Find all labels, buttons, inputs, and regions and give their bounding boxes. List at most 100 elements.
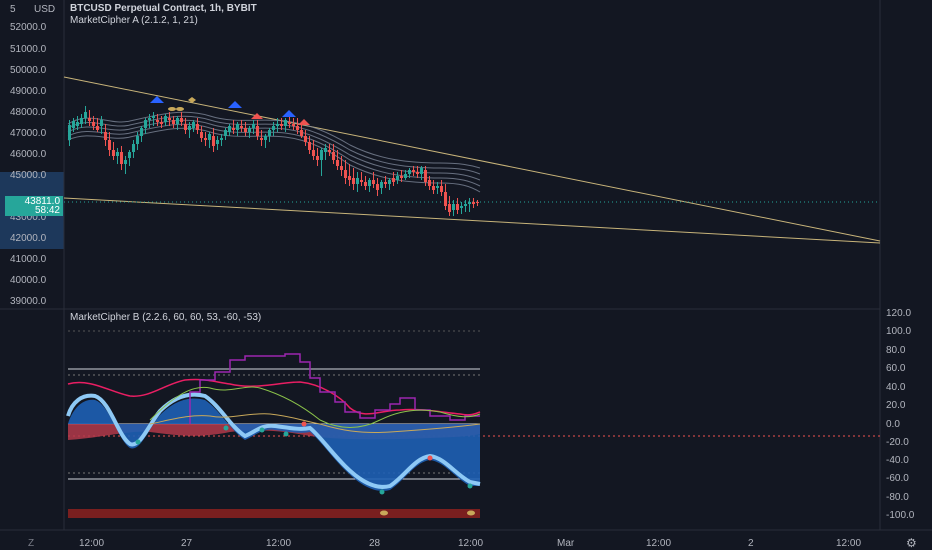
candle-body	[164, 116, 167, 122]
signal-dot	[379, 489, 385, 495]
candle-body	[340, 166, 343, 170]
price-tick: 42000.0	[10, 233, 47, 244]
candle-body	[120, 152, 123, 164]
candle-body	[252, 124, 255, 128]
oscillator-pane	[66, 330, 880, 518]
candle-body	[360, 180, 363, 182]
candle-body	[296, 126, 299, 130]
oscillator-tick: -20.0	[886, 437, 909, 448]
candle-body	[372, 180, 375, 184]
candle-body	[156, 120, 159, 122]
candle-body	[152, 116, 155, 118]
candle-body	[380, 182, 383, 188]
time-tick: 28	[369, 538, 381, 549]
gold-dot-marker	[467, 510, 475, 516]
candle-body	[420, 168, 423, 174]
candle-body	[336, 160, 339, 166]
candle-body	[192, 122, 195, 128]
candle-body	[184, 124, 187, 130]
gear-icon[interactable]: ⚙	[906, 536, 917, 550]
candle-body	[236, 124, 239, 130]
yellow-line	[149, 413, 481, 433]
time-tick: 12:00	[266, 538, 292, 549]
oscillator-tick: 100.0	[886, 326, 912, 337]
candle-body	[200, 132, 203, 138]
candle-body	[216, 140, 219, 144]
candle-body	[264, 136, 267, 140]
signal-dot	[467, 483, 473, 489]
blue-triangle-marker	[228, 101, 242, 108]
wave-blue-area	[68, 398, 480, 491]
candle-body	[280, 124, 283, 126]
logo-icon[interactable]: Z	[28, 538, 35, 549]
red-arrow-marker	[298, 119, 310, 125]
candle-body	[328, 150, 331, 152]
candle-body	[244, 128, 247, 132]
candle-body	[136, 136, 139, 144]
candle-body	[356, 178, 359, 184]
time-tick: 12:00	[458, 538, 484, 549]
oscillator-tick: -100.0	[886, 510, 915, 521]
candle-body	[352, 178, 355, 184]
candle-body	[428, 180, 431, 186]
candle-body	[176, 118, 179, 124]
indicator-a-title[interactable]: MarketCipher A (2.1.2, 1, 21)	[70, 15, 198, 26]
candle-body	[444, 192, 447, 206]
candle-body	[220, 138, 223, 140]
indicator-b-title[interactable]: MarketCipher B (2.2.6, 60, 60, 53, -60, …	[70, 312, 262, 323]
candle-body	[388, 180, 391, 184]
oscillator-tick: 20.0	[886, 400, 906, 411]
candle-body	[160, 122, 163, 124]
candle-body	[104, 132, 107, 140]
candle-body	[312, 150, 315, 156]
candle-body	[344, 170, 347, 178]
countdown: 58:42	[34, 205, 60, 216]
candle-body	[416, 172, 419, 174]
signal-dot	[301, 421, 307, 427]
oscillator-tick: -60.0	[886, 473, 909, 484]
candle-body	[304, 136, 307, 142]
price-tick: 45000.0	[10, 170, 47, 181]
oscillator-tick: 0.0	[886, 419, 900, 430]
candle-body	[224, 130, 227, 136]
lower-trendline	[63, 197, 881, 244]
candle-body	[148, 118, 151, 120]
candle-body	[232, 128, 235, 130]
price-tick: 50000.0	[10, 65, 47, 76]
symbol-title[interactable]: BTCUSD Perpetual Contract, 1h, BYBIT	[70, 3, 257, 14]
time-tick: 12:00	[836, 538, 862, 549]
price-tick: 52000.0	[10, 22, 47, 33]
candle-body	[476, 202, 479, 203]
candle-body	[464, 204, 467, 206]
candle-body	[132, 144, 135, 152]
candle-body	[128, 152, 131, 158]
candle-body	[272, 126, 275, 130]
candle-body	[248, 128, 251, 132]
oscillator-tick: 60.0	[886, 363, 906, 374]
time-tick: 12:00	[79, 538, 105, 549]
candle-body	[408, 170, 411, 174]
candle-body	[68, 125, 71, 140]
oscillator-tick: 40.0	[886, 382, 906, 393]
time-tick: 12:00	[646, 538, 672, 549]
candle-body	[364, 182, 367, 186]
gold-dot-marker	[176, 107, 184, 111]
upper-trendline	[63, 76, 881, 242]
gold-dot-marker	[380, 510, 388, 516]
candle-body	[320, 150, 323, 160]
candle-body	[188, 126, 191, 130]
candle-body	[84, 112, 87, 118]
candle-body	[424, 170, 427, 182]
currency-label[interactable]: USD	[34, 4, 56, 15]
green-line	[149, 386, 481, 428]
candle-body	[116, 152, 119, 156]
price-tick: 43000.0	[10, 212, 47, 223]
candle-body	[268, 130, 271, 136]
signal-dot	[427, 455, 433, 461]
price-tick: 39000.0	[10, 296, 47, 307]
candle-body	[292, 124, 295, 126]
candle-body	[204, 138, 207, 140]
candle-body	[300, 130, 303, 136]
oscillator-tick: 80.0	[886, 345, 906, 356]
